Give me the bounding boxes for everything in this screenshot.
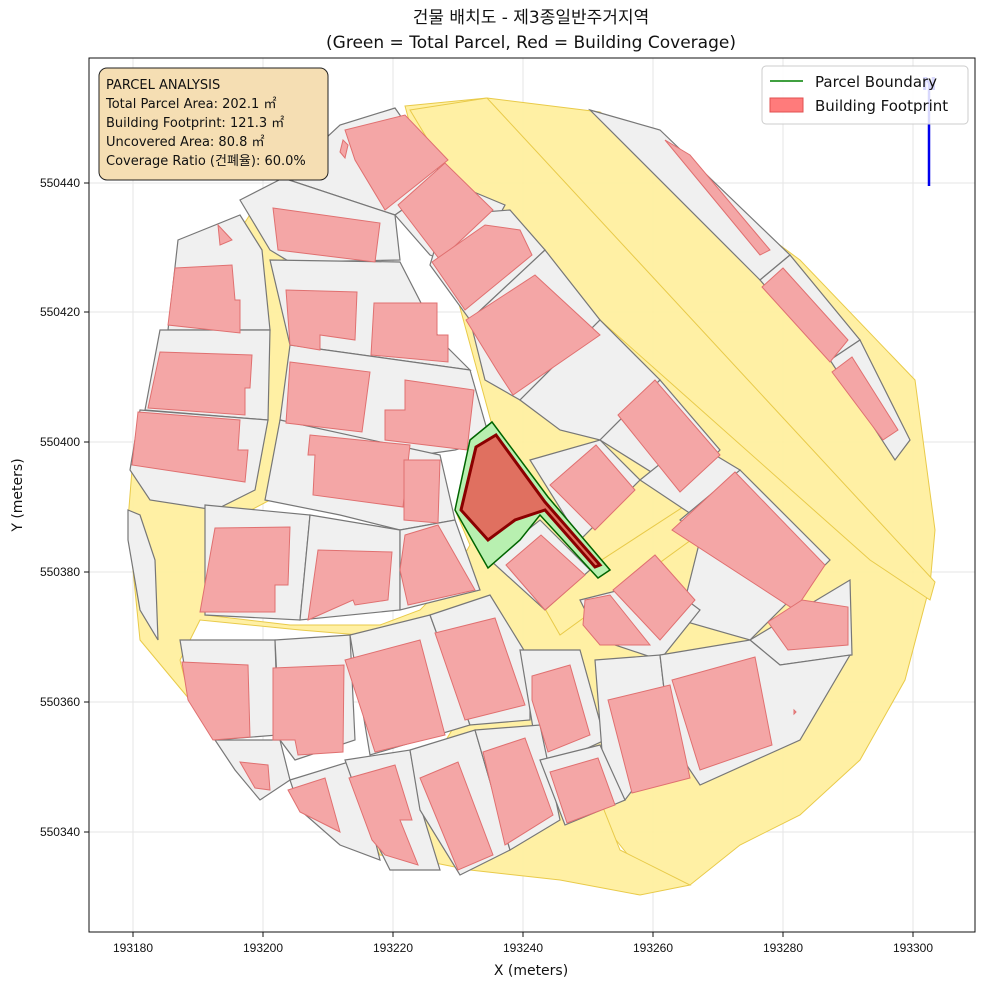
legend-label-parcel: Parcel Boundary: [815, 73, 937, 91]
building-footprint: [348, 764, 419, 866]
building-footprint: [344, 639, 446, 753]
building-footprint: [431, 224, 533, 311]
parcel-analysis-box: PARCEL ANALYSIS Total Parcel Area: 202.1…: [98, 67, 329, 181]
info-total-area: Total Parcel Area: 202.1 ㎡: [105, 97, 276, 112]
x-tick-label: 193200: [243, 941, 283, 955]
building-footprint: [399, 524, 476, 606]
building-footprint: [147, 351, 253, 416]
building-footprint: [671, 656, 773, 771]
info-footprint: Building Footprint: 121.3 ㎡: [106, 116, 284, 131]
building-footprint: [272, 664, 345, 756]
building-footprint: [549, 757, 616, 824]
x-tick-label: 193300: [893, 941, 933, 955]
building-footprint: [181, 661, 251, 741]
y-tick-label: 550340: [40, 825, 80, 839]
info-coverage: Coverage Ratio (건폐율): 60.0%: [106, 154, 306, 169]
building-footprint: [167, 264, 241, 334]
building-footprint: [671, 471, 826, 611]
x-tick-label: 193260: [633, 941, 673, 955]
building-footprint: [287, 777, 341, 833]
x-tick-label: 193220: [373, 941, 413, 955]
chart-title-line2: (Green = Total Parcel, Red = Building Co…: [326, 33, 736, 53]
building-footprint: [239, 761, 271, 791]
y-tick-label: 550440: [40, 176, 80, 190]
x-axis: 193180 193200 193220 193240 193260 19328…: [113, 932, 933, 979]
building-footprint: [344, 114, 449, 211]
y-tick-label: 550420: [40, 305, 80, 319]
building-footprint: [285, 361, 371, 433]
building-footprint: [607, 684, 691, 794]
building-footprint: [767, 599, 849, 651]
y-tick-label: 550360: [40, 695, 80, 709]
building-footprint: [217, 223, 233, 246]
building-footprint: [307, 434, 411, 508]
x-tick-label: 193280: [763, 941, 803, 955]
info-uncovered: Uncovered Area: 80.8 ㎡: [106, 135, 265, 150]
building-footprint: [761, 267, 849, 363]
legend-background: [761, 65, 969, 125]
building-footprint: [131, 411, 249, 483]
legend-label-building: Building Footprint: [815, 97, 948, 115]
building-footprint: [199, 526, 291, 613]
chart-title-line1: 건물 배치도 - 제3종일반주거지역: [413, 8, 649, 28]
building-footprints: [131, 114, 899, 871]
legend: Parcel Boundary Building Footprint: [761, 65, 969, 125]
building-footprint: [505, 534, 586, 611]
building-footprint: [370, 302, 449, 363]
y-axis: 550340 550360 550380 550400 550420 55044…: [10, 176, 89, 839]
building-footprint: [419, 761, 494, 871]
info-heading: PARCEL ANALYSIS: [106, 78, 220, 93]
building-footprint: [397, 162, 494, 261]
y-tick-label: 550380: [40, 565, 80, 579]
building-footprint: [272, 207, 381, 263]
building-footprint: [531, 664, 591, 753]
x-tick-label: 193240: [503, 941, 543, 955]
y-tick-label: 550400: [40, 435, 80, 449]
building-footprint: [339, 139, 349, 160]
legend-patch-swatch: [769, 97, 804, 113]
building-footprint: [434, 617, 526, 721]
building-footprint: [549, 444, 636, 531]
parcel: [127, 509, 159, 641]
target-building-footprint: [459, 433, 603, 569]
building-footprint: [307, 549, 393, 621]
building-footprint: [831, 356, 899, 441]
building-footprint: [793, 708, 797, 716]
building-footprint: [612, 554, 696, 641]
building-footprint: [465, 274, 601, 396]
building-footprint: [617, 379, 721, 493]
building-footprint: [582, 594, 652, 646]
x-axis-label: X (meters): [494, 963, 568, 979]
y-axis-label: Y (meters): [10, 458, 26, 532]
building-footprint: [664, 139, 771, 256]
x-tick-label: 193180: [113, 941, 153, 955]
building-footprint: [285, 289, 358, 351]
plot-frame: [88, 57, 976, 933]
building-footprint: [403, 459, 441, 524]
building-footprint: [482, 737, 554, 846]
info-box-background: [98, 67, 329, 181]
building-footprint: [384, 379, 475, 451]
